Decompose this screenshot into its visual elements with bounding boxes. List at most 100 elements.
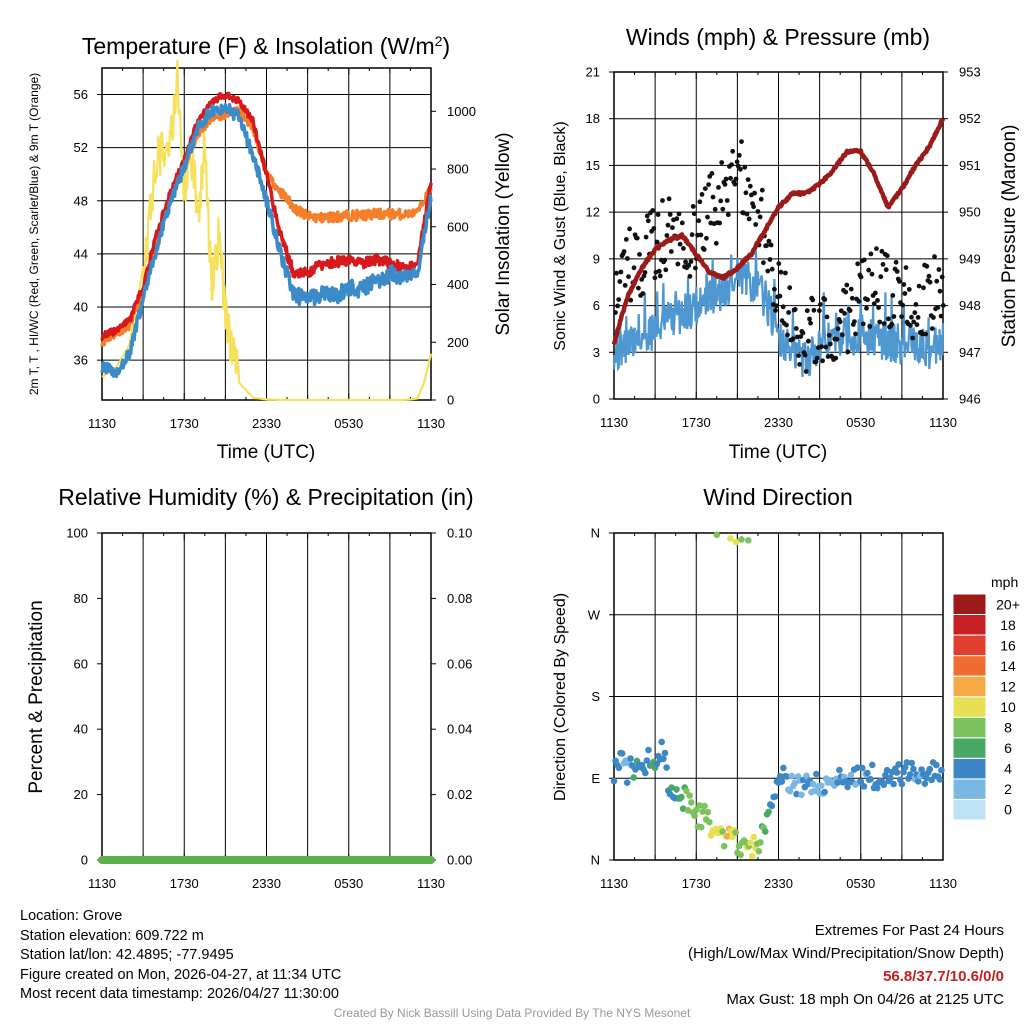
gust-point — [912, 310, 918, 316]
gust-point — [786, 310, 791, 315]
y-tick-label: 0 — [81, 853, 88, 868]
direction-point — [686, 792, 693, 799]
y-tick-label: 3 — [593, 345, 600, 360]
panel-humidity: 1130 1730 2330 0530 11300204060801000.000.02… — [26, 484, 474, 891]
gust-point — [803, 369, 809, 374]
gust-point — [797, 362, 802, 367]
gust-point — [806, 338, 811, 344]
direction-point — [869, 761, 876, 769]
gust-point — [840, 332, 845, 338]
gust-point — [874, 246, 879, 252]
gust-point — [663, 267, 669, 273]
direction-points — [610, 531, 945, 860]
gust-point — [798, 334, 804, 339]
y-right-tick-label: 0.06 — [447, 656, 472, 671]
gust-point — [686, 262, 692, 268]
gust-point — [709, 171, 715, 176]
gust-point — [913, 302, 919, 307]
gust-point — [838, 308, 844, 314]
direction-point — [623, 779, 631, 786]
gust-point — [772, 286, 777, 292]
gust-point — [796, 353, 801, 358]
gust-point — [691, 211, 697, 217]
gust-point — [693, 265, 698, 271]
direction-point — [673, 786, 680, 793]
gust-point — [820, 358, 825, 364]
gust-point — [899, 314, 904, 319]
gust-point — [774, 303, 779, 309]
station-elevation: Station elevation: 609.722 m — [20, 927, 204, 944]
legend-swatch — [952, 593, 987, 615]
direction-point — [610, 777, 618, 785]
x-tick-label: 1730 — [682, 876, 711, 891]
y-tick-label: N — [591, 526, 600, 541]
gust-point — [780, 304, 786, 310]
direction-point — [908, 759, 915, 767]
direction-point — [701, 802, 708, 810]
gust-point — [702, 186, 708, 192]
direction-point — [642, 769, 649, 777]
y-tick-label: 21 — [586, 65, 600, 80]
gust-point — [664, 233, 670, 238]
gust-point — [765, 268, 771, 274]
gust-point — [657, 273, 663, 279]
gust-point — [893, 259, 899, 265]
gust-point — [901, 282, 907, 287]
gust-point — [866, 267, 872, 273]
credit-line: Created By Nick Bassill Using Data Provi… — [333, 1006, 691, 1020]
gust-point — [910, 335, 915, 341]
recent-timestamp: Most recent data timestamp: 2026/04/27 1… — [20, 986, 339, 1002]
direction-point — [903, 759, 911, 766]
direction-point — [788, 772, 795, 780]
direction-point — [745, 537, 752, 544]
y-tick-label: 0 — [593, 392, 600, 407]
gust-point — [679, 220, 685, 226]
gust-point — [654, 239, 660, 245]
y-right-tick-label: 0.02 — [447, 787, 472, 802]
direction-point — [867, 775, 874, 783]
gust-point — [634, 235, 640, 241]
gust-point — [790, 336, 796, 342]
direction-point — [786, 787, 794, 795]
direction-point — [697, 823, 705, 831]
legend-swatch — [952, 778, 987, 800]
gust-point — [739, 139, 744, 145]
legend-label: 16 — [1000, 637, 1016, 653]
y-right-tick-label: 948 — [959, 298, 981, 313]
speed-legend: mph 0 2 4 6 8 10 12 14 16 18 20+ — [952, 574, 1020, 821]
gust-point — [890, 293, 896, 298]
legend-title: mph — [991, 574, 1018, 590]
panel-winds: 1130 1730 2330 0530 113003691215182194694794… — [552, 24, 1020, 463]
legend-swatch — [952, 655, 987, 677]
gust-point — [683, 259, 688, 265]
gust-point — [767, 257, 773, 262]
gust-point — [623, 237, 629, 242]
y-right-tick-label: 1000 — [447, 104, 476, 119]
gust-point — [908, 323, 913, 328]
gust-point — [818, 302, 823, 307]
gust-point — [712, 206, 718, 212]
direction-point — [921, 780, 929, 787]
gust-point — [698, 232, 704, 238]
y-tick-label: 36 — [74, 353, 88, 368]
legend-swatch — [952, 716, 987, 739]
direction-point — [618, 750, 626, 757]
x-tick-label: 1130 — [929, 415, 957, 430]
x-tick-label: 1130 — [88, 416, 116, 431]
gust-point — [753, 222, 759, 227]
y-right-tick-label: 0.04 — [447, 722, 472, 737]
legend-label: 0 — [1004, 802, 1012, 818]
gust-point — [636, 285, 641, 291]
direction-point — [699, 808, 707, 815]
y-tick-label: 40 — [74, 722, 88, 737]
direction-point — [630, 774, 637, 781]
x-tick-label: 2330 — [764, 415, 793, 430]
gust-point — [615, 303, 620, 309]
gust-point — [847, 308, 853, 313]
gust-point — [938, 313, 944, 319]
series-line-solar-insolation — [101, 59, 433, 402]
gust-point — [811, 307, 817, 313]
x-tick-label: 1730 — [170, 416, 199, 431]
gust-point — [853, 331, 858, 337]
direction-point — [771, 793, 779, 800]
